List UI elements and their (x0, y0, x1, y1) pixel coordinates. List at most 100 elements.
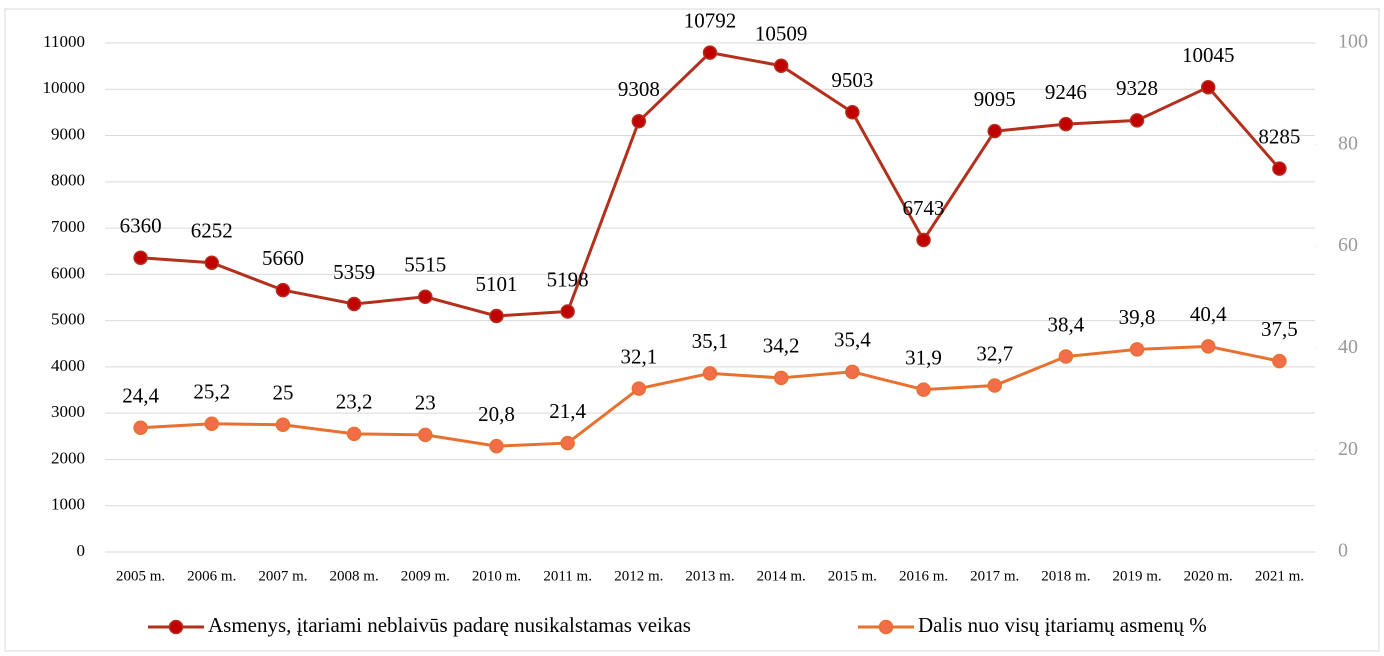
y-tick-label: 9000 (51, 124, 85, 143)
y-tick-label: 11000 (43, 32, 85, 51)
value-label: 35,4 (834, 328, 871, 352)
y-tick-label: 2000 (51, 448, 85, 467)
value-label: 23,2 (336, 390, 373, 414)
x-tick-label: 2013 m. (685, 568, 734, 584)
value-label: 40,4 (1190, 302, 1227, 326)
value-label: 32,7 (976, 341, 1013, 365)
y-tick-label: 7000 (51, 217, 85, 236)
point (489, 308, 504, 324)
point (418, 289, 433, 305)
y2-tick-label: 20 (1338, 438, 1358, 460)
value-label: 6743 (903, 196, 945, 220)
y-tick-label: 3000 (51, 402, 85, 421)
point (275, 417, 291, 432)
point (916, 382, 931, 397)
x-tick-label: 2011 m. (543, 568, 592, 584)
chart-frame (4, 8, 1380, 652)
x-tick-label: 2017 m. (970, 568, 1019, 584)
point (1058, 349, 1074, 364)
y-tick-label: 10000 (43, 78, 86, 97)
x-tick-label: 2018 m. (1041, 568, 1090, 584)
value-label: 23 (415, 391, 436, 415)
point (489, 438, 504, 454)
y-tick-label: 1000 (51, 495, 85, 514)
point (1272, 161, 1287, 176)
x-tick-label: 2007 m. (258, 568, 307, 584)
point (560, 304, 575, 319)
point (1058, 116, 1074, 132)
point (133, 250, 148, 265)
x-tick-label: 2021 m. (1255, 568, 1304, 584)
value-label: 32,1 (620, 344, 657, 368)
y-tick-label: 5000 (51, 310, 85, 329)
value-label: 39,8 (1119, 305, 1156, 329)
point (1129, 113, 1145, 128)
value-label: 9308 (618, 77, 660, 101)
value-label: 35,1 (692, 329, 729, 353)
value-label: 9095 (974, 87, 1016, 111)
point (275, 282, 291, 298)
point (845, 364, 860, 380)
y2-tick-label: 100 (1338, 31, 1368, 53)
point (133, 420, 148, 436)
value-label: 6360 (120, 214, 162, 238)
value-label: 9503 (831, 68, 873, 92)
point (987, 123, 1002, 139)
point (916, 232, 931, 248)
value-label: 34,2 (763, 334, 800, 358)
value-label: 25 (272, 381, 293, 405)
value-label: 20,8 (478, 402, 515, 426)
value-label: 5515 (404, 253, 446, 277)
point (346, 426, 362, 442)
value-label: 37,5 (1261, 317, 1298, 341)
point (346, 296, 362, 312)
point (204, 255, 220, 270)
x-tick-label: 2016 m. (899, 568, 948, 584)
value-label: 5198 (547, 267, 589, 291)
legend-marker (168, 619, 184, 635)
point (1200, 339, 1216, 354)
point (204, 416, 220, 431)
x-tick-label: 2019 m. (1112, 568, 1161, 584)
value-label: 6252 (191, 219, 233, 243)
y-tick-label: 0 (77, 541, 86, 560)
x-tick-label: 2012 m. (614, 568, 663, 584)
x-tick-label: 2015 m. (828, 568, 877, 584)
value-label: 31,9 (905, 345, 942, 369)
value-label: 8285 (1258, 124, 1300, 148)
value-label: 10509 (755, 22, 808, 46)
x-tick-label: 2006 m. (187, 568, 236, 584)
value-label: 9246 (1045, 80, 1087, 104)
legend-marker (878, 619, 894, 635)
legend-label: Dalis nuo visų įtariamų asmenų % (918, 613, 1207, 637)
y2-tick-label: 80 (1338, 132, 1358, 154)
value-label: 10045 (1182, 43, 1235, 67)
point (418, 427, 433, 443)
point (845, 105, 860, 120)
x-tick-label: 2005 m. (116, 568, 165, 584)
value-label: 38,4 (1048, 312, 1085, 336)
y-tick-label: 4000 (51, 356, 85, 375)
y2-tick-label: 40 (1338, 336, 1358, 358)
value-label: 5660 (262, 246, 304, 270)
point (702, 366, 718, 381)
value-label: 24,4 (122, 384, 159, 408)
point (773, 370, 789, 386)
value-label: 25,2 (193, 380, 230, 404)
point (631, 381, 647, 396)
x-tick-label: 2020 m. (1184, 568, 1233, 584)
x-tick-label: 2008 m. (330, 568, 379, 584)
y2-tick-label: 0 (1338, 540, 1348, 562)
x-tick-label: 2010 m. (472, 568, 521, 584)
point (702, 45, 718, 60)
point (987, 378, 1002, 393)
y2-tick-label: 60 (1338, 234, 1358, 256)
point (1272, 353, 1287, 369)
point (773, 58, 789, 73)
legend-label: Asmenys, įtariami neblaivūs padarę nusik… (208, 613, 691, 637)
value-label: 10792 (684, 8, 737, 32)
y-tick-label: 6000 (51, 263, 85, 282)
point (1129, 342, 1145, 357)
x-tick-label: 2014 m. (757, 568, 806, 584)
